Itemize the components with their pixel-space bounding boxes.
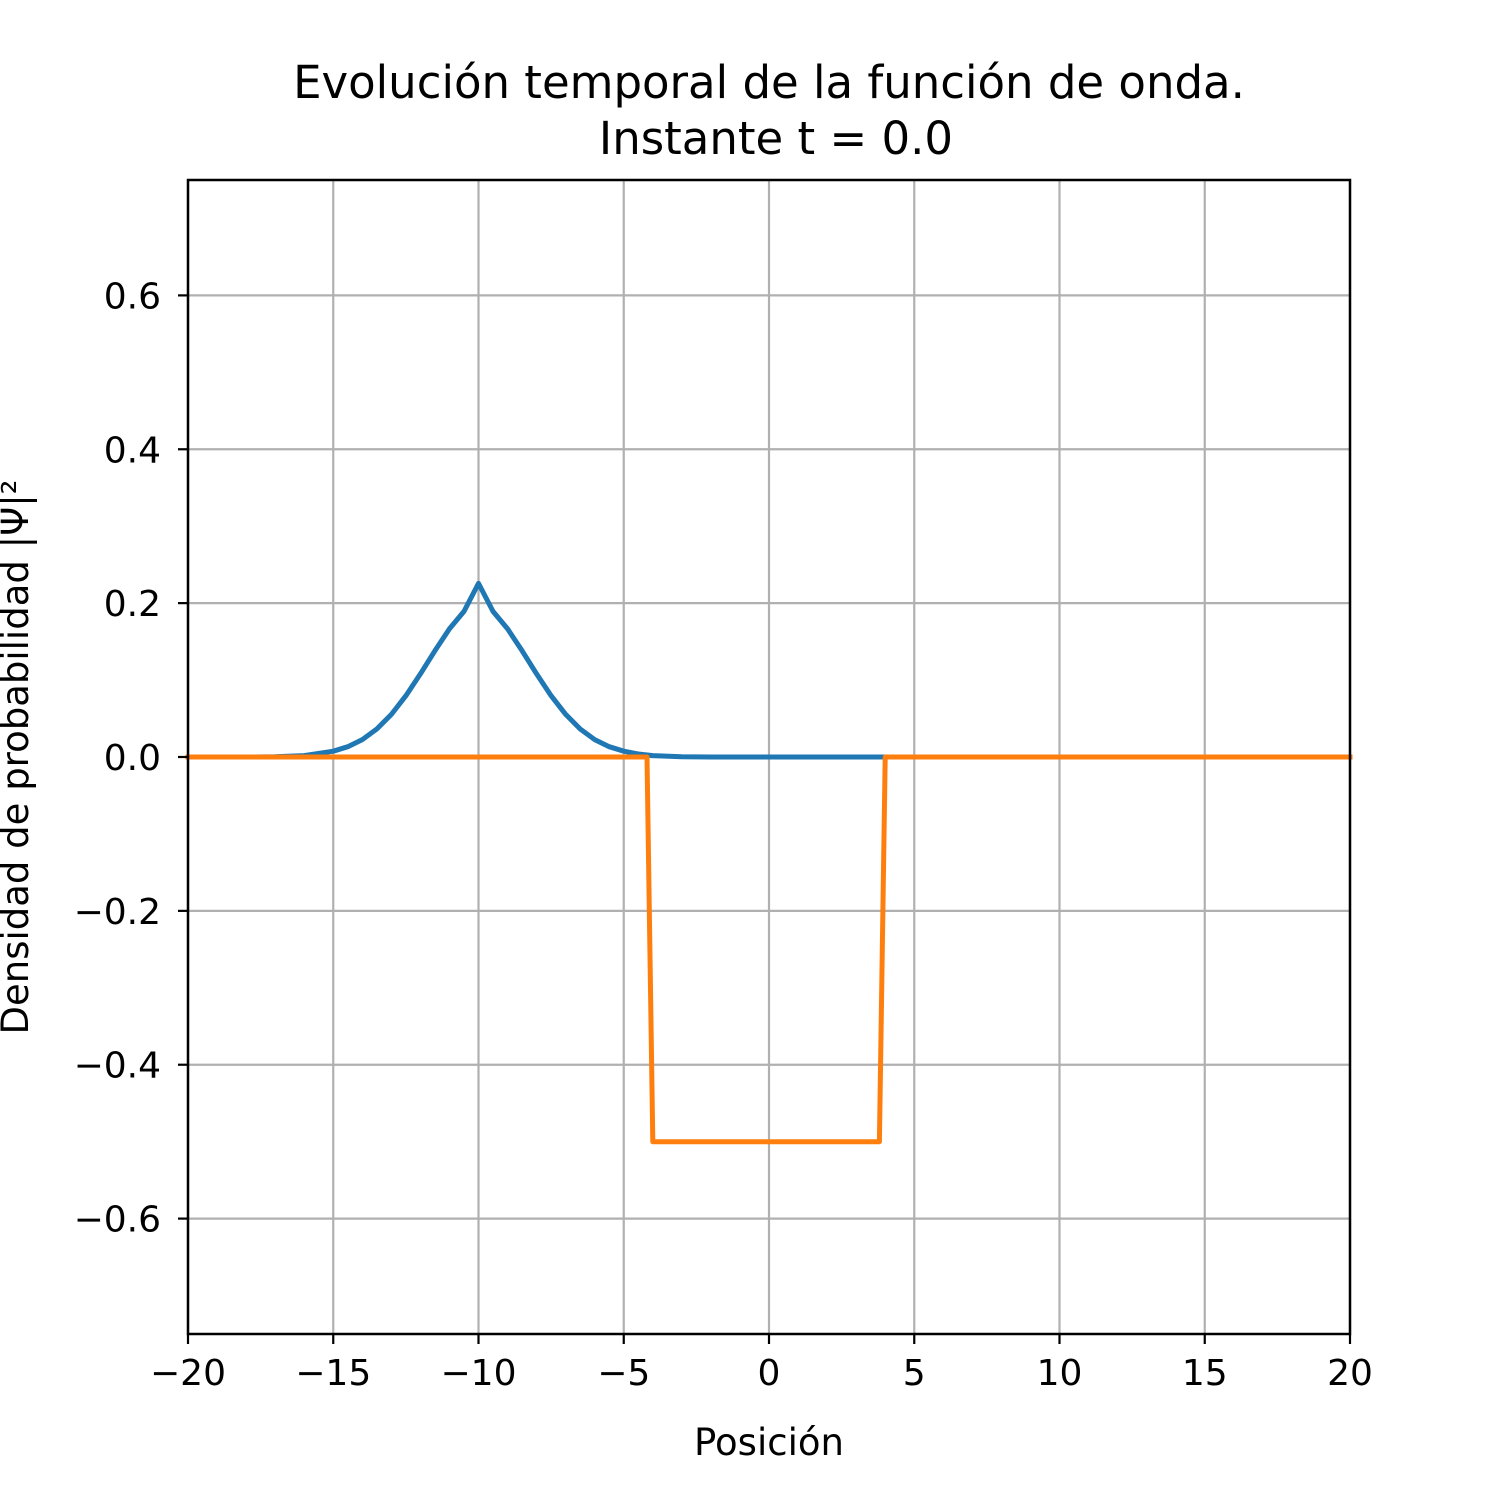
x-tick-label: −15	[295, 1353, 371, 1394]
y-tick-label: −0.4	[74, 1046, 161, 1087]
x-tick-label: 5	[903, 1353, 926, 1394]
y-axis-label: Densidad de probabilidad |Ψ|²	[0, 480, 37, 1035]
y-tick-label: −0.2	[74, 892, 161, 933]
axis-ticks: −20 −15 −10 −5 0 5 10 15 20 −0.6 −0.4 −0.2 0.0 0.2 0.4…	[74, 276, 1373, 1394]
x-tick-label: 20	[1327, 1353, 1373, 1394]
chart-title: Evolución temporal de la función de onda…	[293, 56, 1245, 109]
x-axis-label: Posición	[694, 1421, 844, 1464]
y-tick-label: −0.6	[74, 1200, 161, 1241]
x-tick-label: 0	[758, 1353, 781, 1394]
plot-lines	[185, 580, 1353, 1145]
x-tick-label: −5	[597, 1353, 650, 1394]
chart-subtitle: Instante t = 0.0	[599, 112, 953, 165]
series-line-2	[185, 754, 1353, 1145]
y-tick-label: 0.0	[104, 738, 161, 779]
x-tick-label: −10	[441, 1353, 517, 1394]
y-tick-label: 0.4	[104, 430, 161, 471]
x-tick-label: 10	[1037, 1353, 1083, 1394]
x-tick-label: −20	[150, 1353, 226, 1394]
series-line-1	[185, 580, 888, 760]
y-tick-label: 0.2	[104, 584, 161, 625]
y-tick-label: 0.6	[104, 276, 161, 317]
x-tick-label: 15	[1182, 1353, 1228, 1394]
